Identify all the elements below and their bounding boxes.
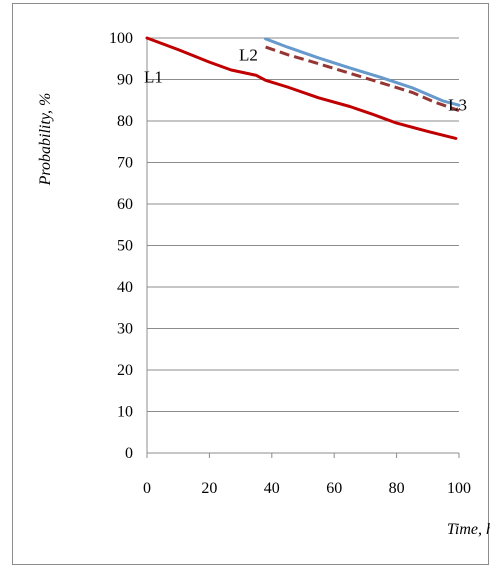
y-tick-label-90: 90	[117, 72, 133, 89]
series-layer	[145, 36, 461, 140]
line-label-layer: L1 L2 L3	[144, 46, 467, 115]
y-tick-label-60: 60	[117, 196, 133, 213]
x-tick-label-100: 100	[447, 480, 471, 497]
y-tick-label-100: 100	[109, 30, 133, 47]
x-tick-label-80: 80	[389, 480, 405, 497]
y-tick-label-40: 40	[117, 279, 133, 296]
axis-layer	[146, 38, 460, 458]
line-label-l1: L1	[144, 68, 163, 87]
x-tick-label-60: 60	[326, 480, 342, 497]
grid-layer	[147, 37, 459, 412]
y-tick-label-30: 30	[117, 321, 133, 338]
x-tick-label-40: 40	[264, 480, 280, 497]
y-tick-label-50: 50	[117, 238, 133, 255]
x-tick-label-20: 20	[201, 480, 217, 497]
line-label-l3: L3	[448, 95, 467, 114]
x-axis-title: Time, h	[447, 521, 490, 538]
series-line-l2	[265, 45, 460, 113]
series-line-l1	[145, 36, 458, 140]
x-tick-label-0: 0	[143, 480, 151, 497]
chart-frame: 0 10 20 30 40 50 60 70 80 90 100 0 20 40 60 80 100 L1 L2 L…	[12, 3, 494, 565]
y-tick-label-0: 0	[125, 445, 133, 462]
y-tick-label-70: 70	[117, 155, 133, 172]
line-label-l2: L2	[239, 46, 258, 65]
series-line-l3	[264, 37, 461, 107]
tick-label-layer: 0 10 20 30 40 50 60 70 80 90 100 0 20 40 60 80 100	[109, 30, 471, 497]
y-axis-title: Probability, %	[37, 93, 54, 187]
y-tick-label-80: 80	[117, 113, 133, 130]
y-tick-label-20: 20	[117, 362, 133, 379]
y-tick-label-10: 10	[117, 404, 133, 421]
